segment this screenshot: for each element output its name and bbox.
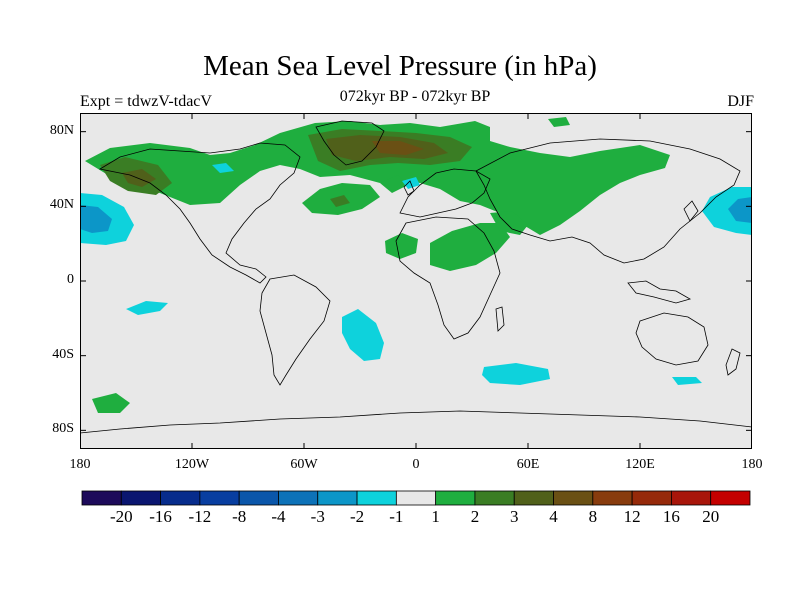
anomaly-australia-south xyxy=(672,377,702,385)
coastline-madagascar xyxy=(495,306,505,332)
colorbar-label: -2 xyxy=(349,507,365,526)
coastline-south-america xyxy=(259,274,331,386)
map-title: Mean Sea Level Pressure (in hPa) xyxy=(203,50,597,82)
pressure-map xyxy=(80,113,752,449)
latitude-label: 80S xyxy=(52,421,74,437)
experiment-label: Expt = tdwzV-tdacV xyxy=(80,93,212,110)
anomaly-alaska-core xyxy=(122,169,156,187)
coastline-europe xyxy=(399,168,491,218)
colorbar-label: 1 xyxy=(431,507,440,526)
colorbar-swatch xyxy=(81,490,122,506)
colorbar-swatch xyxy=(474,490,515,506)
longitude-label: 180 xyxy=(741,457,763,472)
coastlines xyxy=(80,120,752,434)
latitude-label: 80N xyxy=(49,122,74,138)
colorbar-label: 8 xyxy=(588,507,598,526)
anomaly-atlantic-core xyxy=(330,195,350,207)
colorbar-swatch xyxy=(199,490,240,506)
colorbar-label: -1 xyxy=(389,507,404,526)
colorbar-label: 3 xyxy=(509,507,519,526)
colorbar-swatch xyxy=(710,490,751,506)
map-ticks xyxy=(80,113,752,449)
anomaly-south-pacific xyxy=(126,301,168,315)
longitude-label: 60E xyxy=(516,457,540,472)
colorbar-swatch xyxy=(238,490,279,506)
colorbar-label: -16 xyxy=(149,507,172,526)
anomaly-north-pacific-west-core xyxy=(80,205,112,233)
longitude-label: 60W xyxy=(290,457,318,472)
colorbar-label: -20 xyxy=(109,507,133,526)
colorbar-swatch xyxy=(395,490,437,506)
colorbar-swatch xyxy=(160,490,201,506)
colorbar-swatch xyxy=(553,490,594,506)
colorbar-label: 4 xyxy=(549,507,558,526)
colorbar-swatch xyxy=(356,490,397,506)
anomaly-southern-pacific xyxy=(92,393,130,413)
anomaly-alaska-arctic xyxy=(85,121,670,235)
colorbar-swatch xyxy=(631,490,672,506)
anomaly-south-indian xyxy=(482,363,550,385)
colorbar-swatch xyxy=(317,490,358,506)
coastline-new-zealand xyxy=(725,348,741,376)
anomaly-europe-small xyxy=(380,175,408,193)
period-label: 072kyr BP - 072kyr BP xyxy=(339,88,491,105)
coastline-indonesia xyxy=(627,280,692,304)
colorbar-label: -3 xyxy=(310,507,325,526)
anomaly-arabia xyxy=(490,211,528,235)
anomaly-arctic-core xyxy=(372,141,424,155)
season-label: DJF xyxy=(727,93,754,110)
colorbar-swatch xyxy=(592,490,633,506)
coastline-japan xyxy=(683,200,699,222)
coastline-north-america xyxy=(98,142,301,284)
coastline-australia xyxy=(635,312,709,366)
colorbar-label: 16 xyxy=(662,507,680,526)
anomaly-north-america-small xyxy=(212,163,234,173)
colorbar-swatch xyxy=(278,490,319,506)
anomaly-north-africa xyxy=(430,223,510,271)
colorbar-swatch xyxy=(435,490,476,506)
anomaly-west-africa xyxy=(385,233,418,259)
latitude-label: 40S xyxy=(52,346,74,362)
latitude-label: 40N xyxy=(49,197,74,213)
colorbar-swatch xyxy=(120,490,161,506)
latitude-label: 0 xyxy=(67,272,74,287)
colorbar-label: 12 xyxy=(623,507,641,526)
colorbar-label: -12 xyxy=(188,507,212,526)
longitude-label: 120W xyxy=(174,457,210,472)
colorbar-swatch xyxy=(671,490,712,506)
coastline-asia xyxy=(475,138,741,264)
longitude-label: 180 xyxy=(69,457,91,472)
colorbar-swatch xyxy=(513,490,554,506)
longitude-label: 120E xyxy=(625,457,655,472)
coastline-greenland xyxy=(315,120,385,166)
colorbar-label: 2 xyxy=(470,507,480,526)
anomaly-arctic-small xyxy=(548,117,570,127)
anomaly-north-pacific-east-core xyxy=(728,197,752,223)
negative-anomaly-regions xyxy=(80,163,752,385)
coastline-africa xyxy=(395,216,501,340)
coastline-antarctica xyxy=(80,410,752,434)
coastline-uk xyxy=(403,180,415,196)
longitude-label: 0 xyxy=(412,457,420,472)
anomaly-south-atlantic xyxy=(342,309,384,361)
colorbar-label: 20 xyxy=(702,507,720,526)
colorbar-label: -8 xyxy=(232,507,247,526)
colorbar-label: -4 xyxy=(271,507,286,526)
